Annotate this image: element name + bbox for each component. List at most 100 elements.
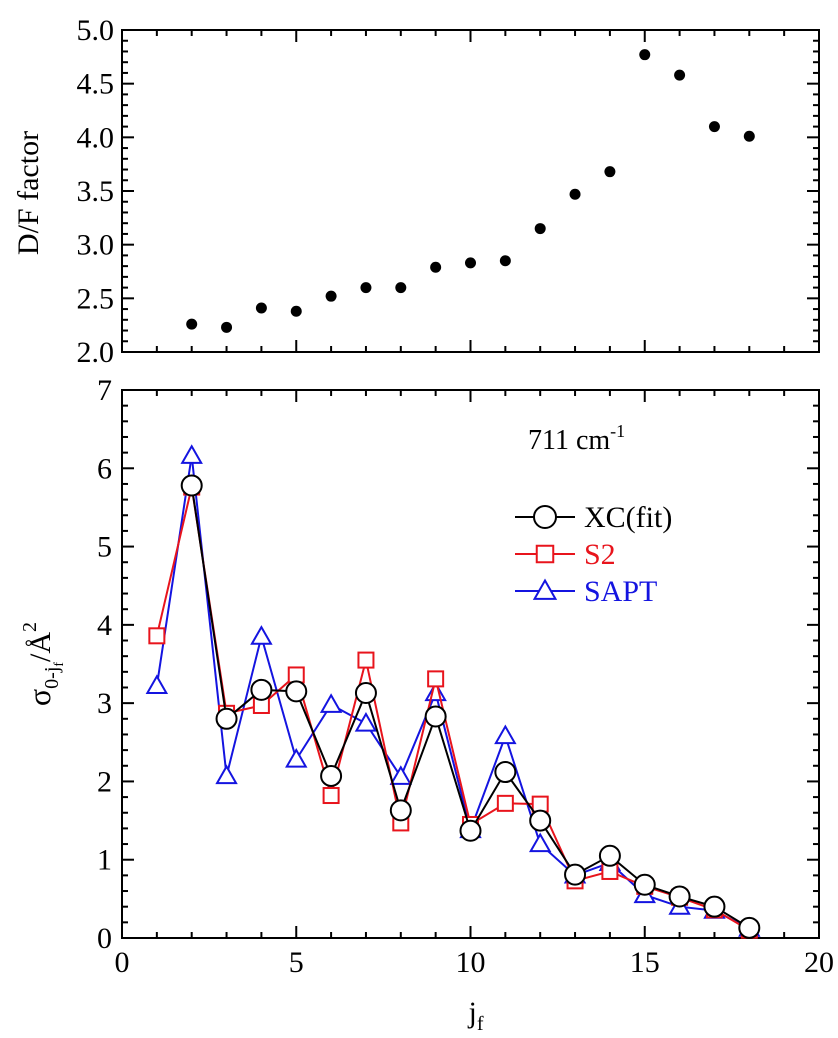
square-marker [535, 544, 555, 564]
top-data-point [743, 130, 755, 142]
top-y-tick-label: 2.5 [77, 282, 115, 315]
circle-marker [738, 916, 761, 939]
top-data-point [708, 121, 720, 133]
circle-marker [285, 680, 308, 703]
circle-marker [389, 799, 412, 822]
x-axis-title-sub: f [477, 1013, 484, 1035]
top-data-point [430, 261, 442, 273]
circle-marker [424, 705, 447, 728]
bottom-y-axis-title: σ0-jf/Å2 [19, 622, 67, 706]
top-data-point [325, 290, 337, 302]
top-y-axis-title: D/F factor [12, 131, 45, 255]
bottom-y-tick-label: 0 [97, 922, 112, 955]
annotation-superscript: -1 [610, 421, 625, 441]
bottom-x-tick-label: 0 [115, 946, 130, 979]
top-data-point [674, 69, 686, 81]
circle-marker [494, 761, 517, 784]
circle-marker [533, 505, 557, 529]
square-marker [427, 670, 445, 688]
top-y-tick-label: 3.5 [77, 175, 115, 208]
y-axis-title-subsub: f [52, 662, 67, 667]
bottom-x-tick-label: 15 [630, 946, 660, 979]
bottom-y-tick-label: 1 [97, 844, 112, 877]
circle-marker [668, 885, 691, 908]
circle-marker [598, 844, 621, 867]
bottom-x-tick-label: 20 [804, 946, 834, 979]
bottom-ticks [121, 389, 820, 939]
legend-label: S2 [584, 538, 616, 571]
series-line [190, 485, 750, 929]
bottom-plot-frame [121, 389, 820, 939]
triangle-marker [285, 747, 308, 768]
triangle-marker [215, 764, 238, 785]
square-marker [148, 627, 166, 645]
circle-marker [320, 764, 343, 787]
square-marker [287, 666, 305, 684]
bottom-x-tick-label: 10 [456, 946, 486, 979]
legend-label: SAPT [584, 575, 657, 608]
top-data-point [186, 318, 198, 330]
top-ticks [121, 29, 820, 353]
series-S2 [148, 478, 758, 939]
top-data-point [360, 282, 372, 294]
annotation-text: 711 cm [528, 425, 610, 456]
top-panel: 2.0 2.5 3.0 3.5 4.0 4.5 5.0 D/F factor [12, 14, 820, 369]
top-data-point [569, 188, 581, 200]
y-axis-title-unit: /Å [24, 632, 57, 662]
square-marker [357, 651, 375, 669]
circle-marker [459, 819, 482, 842]
square-marker [531, 795, 549, 813]
circle-marker [633, 873, 656, 896]
circle-marker [215, 707, 238, 730]
triangle-marker [250, 625, 273, 645]
legend-entry: XC(fit) [515, 501, 672, 534]
legend-entry: S2 [515, 538, 616, 571]
triangle-marker [389, 765, 413, 785]
circle-marker [703, 895, 726, 918]
bottom-y-tick-label: 4 [97, 609, 112, 642]
bottom-y-tick-label: 6 [97, 452, 112, 485]
top-plot-frame [121, 29, 820, 353]
series-line [155, 486, 750, 932]
series-XC(fit) [180, 474, 761, 939]
square-marker [322, 787, 340, 805]
triangle-marker [528, 832, 552, 853]
circle-marker [564, 863, 587, 886]
legend-label: XC(fit) [584, 501, 672, 534]
top-y-tick-label: 4.0 [77, 121, 115, 154]
x-axis-title-main: j [467, 996, 476, 1029]
circle-marker [529, 809, 552, 832]
y-axis-title-sub: 0-j [41, 667, 63, 689]
bottom-series [145, 444, 761, 939]
bottom-y-tick-labels: 0 1 2 3 4 5 6 7 [97, 374, 112, 955]
triangle-marker [319, 693, 343, 713]
circle-marker [354, 681, 377, 704]
bottom-y-tick-label: 5 [97, 531, 112, 564]
top-data-point [604, 166, 616, 178]
bottom-x-tick-labels: 0 5 10 15 20 [115, 946, 835, 979]
top-y-tick-label: 5.0 [77, 14, 115, 47]
bottom-y-tick-label: 7 [97, 374, 112, 407]
bottom-y-tick-label: 3 [97, 687, 112, 720]
top-data-point [499, 255, 511, 267]
triangle-marker [354, 711, 378, 732]
triangle-marker [145, 674, 169, 695]
top-y-tick-label: 3.0 [77, 229, 115, 262]
legend: XC(fit) S2 SAPT [515, 501, 672, 608]
top-data-point [639, 49, 651, 61]
top-y-tick-label: 4.5 [77, 68, 115, 101]
triangle-marker [532, 578, 558, 600]
legend-entry: SAPT [515, 575, 657, 608]
bottom-x-axis-title: jf [467, 996, 483, 1035]
bottom-x-tick-label: 5 [289, 946, 304, 979]
top-y-tick-label: 2.0 [77, 336, 115, 369]
square-marker [496, 794, 514, 812]
top-data-point [534, 223, 546, 235]
top-y-tick-labels: 2.0 2.5 3.0 3.5 4.0 4.5 5.0 [77, 14, 115, 369]
triangle-marker [180, 444, 203, 464]
circle-marker [180, 474, 203, 497]
circle-marker [250, 678, 273, 701]
top-data-point [290, 305, 302, 317]
triangle-marker [494, 724, 517, 745]
